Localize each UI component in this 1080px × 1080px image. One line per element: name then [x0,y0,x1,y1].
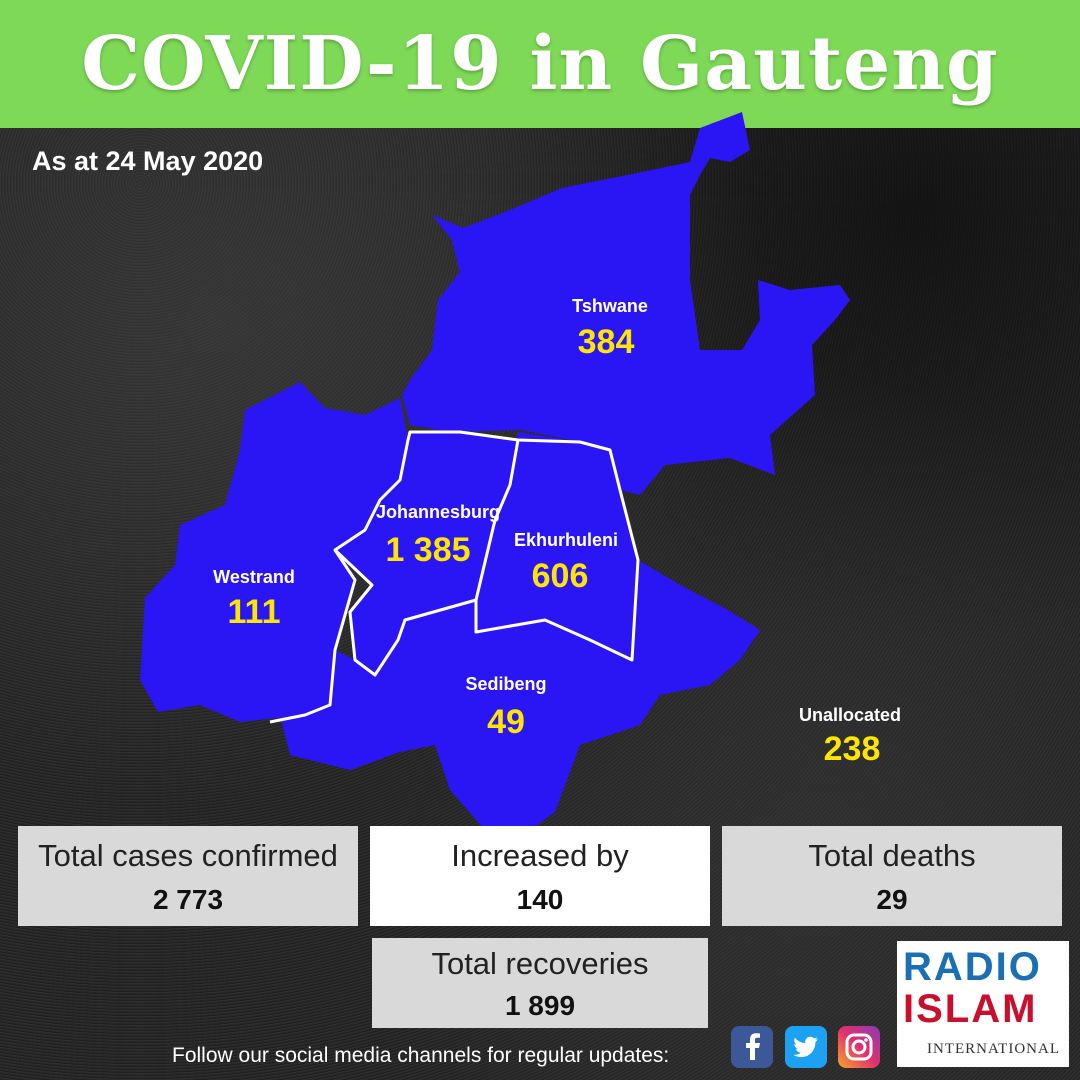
stat-increased: Increased by 140 [370,826,710,926]
value-tshwane: 384 [578,323,635,361]
follow-text: Follow our social media channels for reg… [172,1044,670,1067]
twitter-icon[interactable] [785,1026,827,1068]
stat-increased-label: Increased by [451,838,629,873]
label-westrand: Westrand [213,567,295,587]
region-johannesburg[interactable] [335,432,518,675]
stat-deaths-label: Total deaths [808,838,976,873]
stat-recoveries-label: Total recoveries [431,946,649,981]
logo-line-3: INTERNATIONAL [927,1041,1060,1057]
stat-total-cases-label: Total cases confirmed [38,838,338,873]
instagram-icon[interactable] [838,1026,880,1068]
label-unallocated: Unallocated [799,705,901,725]
stat-total-cases-value: 2 773 [152,884,224,915]
radio-islam-logo: RADIO ISLAM INTERNATIONAL [897,941,1069,1067]
stat-increased-value: 140 [516,884,564,915]
header-banner: COVID-19 in Gauteng [0,0,1080,128]
label-johannesburg: Johannesburg [376,502,500,522]
value-sedibeng: 49 [487,703,525,741]
label-sedibeng: Sedibeng [465,674,546,694]
stat-recoveries: Total recoveries 1 899 [372,938,708,1028]
stat-total-cases: Total cases confirmed 2 773 [18,826,358,926]
value-westrand: 111 [228,593,281,631]
stat-recoveries-value: 1 899 [504,990,576,1021]
region-westrand[interactable] [140,382,408,722]
value-unallocated: 238 [824,730,881,768]
value-johannesburg: 1 385 [385,531,470,569]
facebook-icon[interactable] [731,1026,773,1068]
stat-deaths-value: 29 [876,884,908,915]
logo-line-2: ISLAM [903,987,1038,1031]
region-sedibeng[interactable] [280,560,760,838]
label-tshwane: Tshwane [572,296,648,316]
stat-deaths: Total deaths 29 [722,826,1062,926]
date-label: As at 24 May 2020 [32,146,264,176]
region-ekhurhuleni[interactable] [476,432,638,660]
region-tshwane[interactable] [402,112,850,495]
value-ekhurhuleni: 606 [532,557,589,595]
logo-line-1: RADIO [903,945,1042,989]
label-ekhurhuleni: Ekhurhuleni [514,530,618,550]
page-title: COVID-19 in Gauteng [81,21,999,107]
region-labels: Tshwane 384 Johannesburg 1 385 Ekhurhule… [213,296,901,768]
